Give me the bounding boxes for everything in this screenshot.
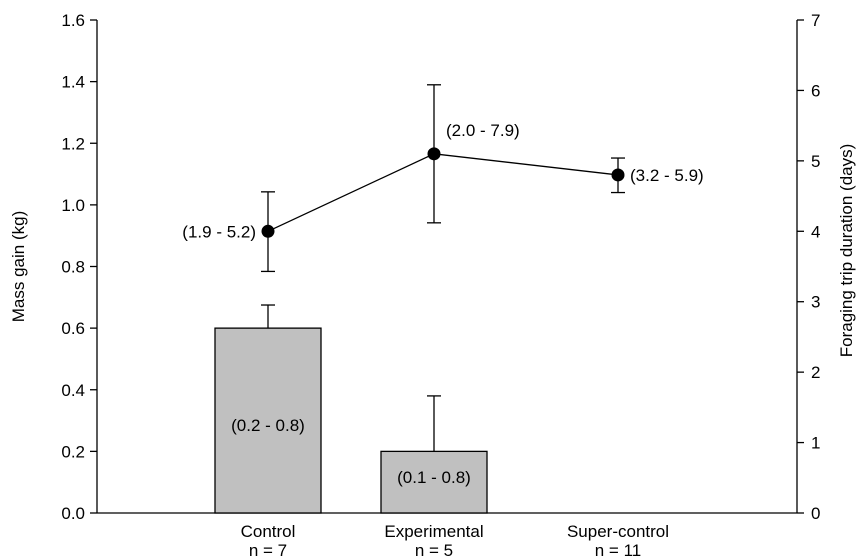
x-category-sublabel: n = 7 xyxy=(249,541,287,560)
series-line xyxy=(268,154,618,231)
y-tick-label-left: 1.2 xyxy=(61,134,85,153)
data-point xyxy=(262,225,275,238)
line-series xyxy=(261,85,625,272)
y-tick-label-left: 0.0 xyxy=(61,504,85,523)
y-tick-label-right: 6 xyxy=(811,81,820,100)
bar-range-label: (0.2 - 0.8) xyxy=(231,416,305,435)
y-tick-label-right: 0 xyxy=(811,504,820,523)
y-tick-label-left: 0.4 xyxy=(61,381,85,400)
y-tick-label-left: 1.0 xyxy=(61,196,85,215)
x-category-sublabel: n = 5 xyxy=(415,541,453,560)
y-tick-label-left: 0.2 xyxy=(61,442,85,461)
y-tick-label-right: 3 xyxy=(811,293,820,312)
data-labels: (0.2 - 0.8) (0.1 - 0.8) (1.9 - 5.2) (2.0 - … xyxy=(182,121,703,487)
y-tick-label-left: 1.4 xyxy=(61,73,85,92)
bar-range-label: (0.1 - 0.8) xyxy=(397,468,471,487)
point-range-label: (2.0 - 7.9) xyxy=(446,121,520,140)
y-tick-label-right: 5 xyxy=(811,152,820,171)
x-category-label: Super-control xyxy=(567,522,669,541)
x-category-label: Control xyxy=(241,522,296,541)
y-tick-label-left: 0.8 xyxy=(61,258,85,277)
x-category-sublabel: n = 11 xyxy=(595,541,641,560)
data-point xyxy=(612,168,625,181)
y-tick-label-right: 2 xyxy=(811,363,820,382)
y-tick-label-right: 7 xyxy=(811,11,820,30)
y-tick-label-right: 4 xyxy=(811,222,820,241)
point-range-label: (1.9 - 5.2) xyxy=(182,222,256,241)
x-category-label: Experimental xyxy=(384,522,483,541)
point-range-label: (3.2 - 5.9) xyxy=(630,166,704,185)
y-tick-label-left: 0.6 xyxy=(61,319,85,338)
data-point xyxy=(428,147,441,160)
y-tick-label-left: 1.6 xyxy=(61,11,85,30)
y-axis-title-right: Foraging trip duration (days) xyxy=(837,144,856,358)
y-tick-label-right: 1 xyxy=(811,434,820,453)
y-axis-title-left: Mass gain (kg) xyxy=(9,211,28,322)
